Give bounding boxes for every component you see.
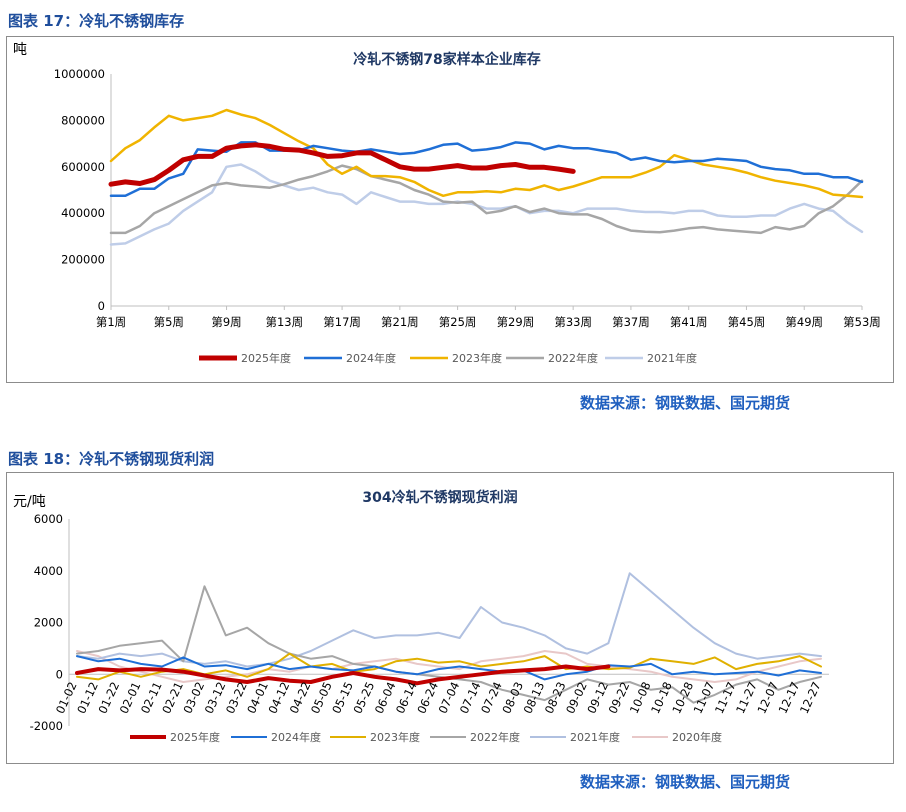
x-tick-label: 第33周 (554, 315, 592, 329)
chart-title: 304冷轧不锈钢现货利润 (362, 489, 517, 506)
y-tick-label: -2000 (30, 719, 63, 733)
series-line-2025年度 (75, 664, 611, 686)
y-axis-unit: 元/吨 (13, 494, 46, 510)
series-line-2021年度 (76, 572, 822, 668)
y-tick-label: 800000 (61, 113, 105, 127)
x-tick-label: 第13周 (265, 315, 303, 329)
legend-label: 2025年度 (170, 730, 220, 744)
y-tick-label: 2000 (34, 616, 63, 630)
series-line-2025年度 (108, 142, 576, 187)
legend-label: 2023年度 (452, 351, 502, 365)
legend-label: 2022年度 (470, 730, 520, 744)
legend-label: 2021年度 (647, 351, 697, 365)
series-line-2023年度 (109, 108, 864, 199)
y-tick-label: 1000000 (54, 67, 105, 81)
y-tick-label: 4000 (34, 564, 63, 578)
legend-label: 2022年度 (548, 351, 598, 365)
inventory-chart: 冷轧不锈钢78家样本企业库存 吨 0 200000 400000 600000 800000… (13, 42, 881, 365)
y-tick-label: 0 (56, 667, 63, 681)
x-tick-label: 第53周 (843, 315, 881, 329)
x-tick-label: 第1周 (96, 315, 126, 329)
series-line-2022年度 (109, 164, 864, 235)
x-tick-label: 第5周 (154, 315, 184, 329)
legend-label: 2021年度 (570, 730, 620, 744)
legend-label: 2024年度 (271, 730, 321, 744)
x-tick-label: 第25周 (439, 315, 477, 329)
chart-1-frame: 冷轧不锈钢78家样本企业库存 吨 0 200000 400000 600000 800000… (6, 36, 894, 383)
y-tick-label: 0 (98, 299, 105, 313)
legend-label: 2025年度 (241, 351, 291, 365)
x-tick-label: 第45周 (728, 315, 766, 329)
x-tick-label: 第17周 (323, 315, 361, 329)
series-line-2023年度 (76, 652, 822, 681)
x-tick-label: 第49周 (785, 315, 823, 329)
chart-2-frame: 304冷轧不锈钢现货利润 元/吨 -2000 0 2000 4000 6000 01-02 01… (6, 472, 894, 764)
series-line-2024年度 (76, 655, 822, 681)
y-tick-label: 600000 (61, 160, 105, 174)
chart-title: 冷轧不锈钢78家样本企业库存 (353, 51, 540, 68)
x-tick-label: 第21周 (381, 315, 419, 329)
figure-17-label: 图表 17：冷轧不锈钢库存 (8, 12, 185, 30)
x-tick-label: 第29周 (497, 315, 535, 329)
y-tick-label: 6000 (34, 512, 63, 526)
y-tick-label: 200000 (61, 253, 105, 267)
figure-18-source: 数据来源：钢联数据、国元期货 (580, 773, 791, 791)
y-tick-label: 400000 (61, 206, 105, 220)
profit-chart: 304冷轧不锈钢现货利润元/吨-2000020004000600001-0201… (13, 489, 829, 744)
series-line-2021年度 (109, 163, 864, 246)
figure-18-label: 图表 18：冷轧不锈钢现货利润 (8, 450, 215, 468)
x-tick-label: 第9周 (211, 315, 241, 329)
legend-label: 2023年度 (370, 730, 420, 744)
x-tick-label: 第37周 (612, 315, 650, 329)
legend-label: 2024年度 (346, 351, 396, 365)
figure-17-source: 数据来源：钢联数据、国元期货 (580, 394, 791, 412)
y-axis-unit: 吨 (13, 42, 27, 58)
legend-label: 2020年度 (672, 730, 722, 744)
x-tick-label: 第41周 (670, 315, 708, 329)
